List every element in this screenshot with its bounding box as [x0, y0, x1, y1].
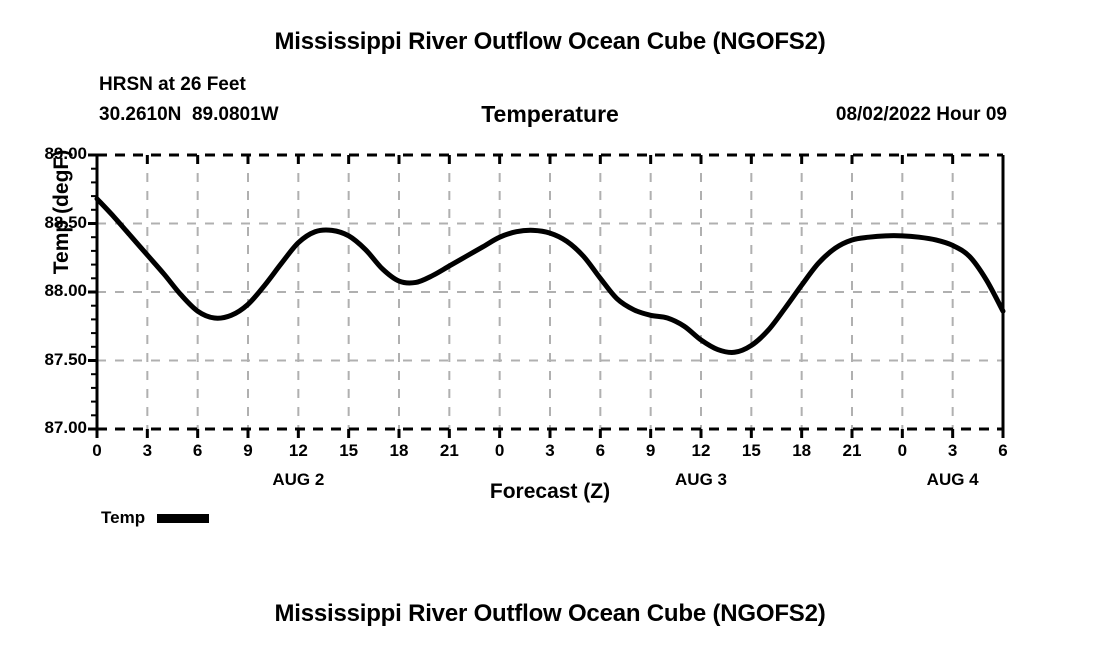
- axis-ticks: [88, 153, 1005, 438]
- x-tick-label: 3: [545, 441, 555, 460]
- x-tick-label: 12: [691, 441, 711, 460]
- legend-line-swatch: [157, 513, 210, 523]
- y-tick-label: 87.00: [44, 418, 87, 437]
- variable-title: Temperature: [481, 101, 619, 127]
- x-tick-label: 6: [595, 441, 606, 460]
- x-tick-label: 6: [192, 441, 203, 460]
- x-tick-label: 21: [439, 441, 459, 460]
- coordinates-label: 30.2610N 89.0801W: [99, 104, 279, 125]
- grid-lines: [97, 155, 1003, 429]
- x-tick-label: 0: [92, 441, 102, 460]
- y-tick-label: 87.50: [44, 349, 87, 369]
- data-series: [94, 196, 1006, 355]
- x-tick-label: 9: [243, 441, 253, 460]
- x-tick-label: 0: [494, 441, 505, 460]
- x-tick-label: 9: [645, 441, 656, 460]
- legend: Temp: [101, 508, 210, 528]
- x-tick-label: 12: [288, 441, 308, 460]
- legend-label: Temp: [101, 508, 146, 527]
- x-tick-label: 0: [897, 441, 908, 460]
- x-tick-label: 21: [842, 441, 862, 460]
- footer-title: Mississippi River Outflow Ocean Cube (NG…: [274, 600, 826, 627]
- station-label: HRSN at 26 Feet: [99, 74, 246, 95]
- x-axis-day-label: AUG 2: [272, 470, 325, 489]
- x-axis-label: Forecast (Z): [489, 480, 611, 503]
- x-axis-day-label: AUG 3: [675, 470, 727, 489]
- x-tick-label: 18: [389, 441, 409, 460]
- page-title: Mississippi River Outflow Ocean Cube (NG…: [274, 28, 826, 55]
- x-axis-day-label: AUG 4: [926, 470, 979, 489]
- y-tick-label: 89.00: [44, 144, 87, 163]
- x-tick-label: 18: [792, 441, 812, 460]
- x-tick-label: 15: [741, 441, 761, 460]
- x-tick-label: 15: [339, 441, 359, 460]
- x-tick-label: 3: [142, 441, 153, 460]
- y-tick-label: 88.00: [44, 281, 87, 300]
- x-tick-label: 3: [947, 441, 958, 460]
- run-time-label: 08/02/2022 Hour 09: [835, 104, 1007, 125]
- y-tick-label: 88.50: [44, 212, 87, 232]
- x-tick-label: 6: [998, 441, 1008, 460]
